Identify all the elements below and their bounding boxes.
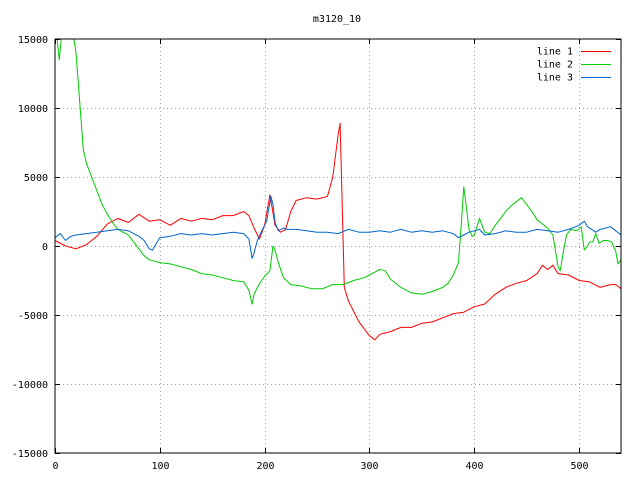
y-tick-label: -5000 [18,311,48,322]
y-tick-label: -10000 [12,380,48,391]
legend-label-3: line 3 [537,73,573,84]
x-tick-label: 500 [570,461,588,472]
series-line-3 [54,195,622,259]
series-lines [54,38,622,341]
grid-lines [55,39,621,453]
legend-label-1: line 1 [537,47,573,58]
legend: line 1 line 2 line 3 [537,47,611,84]
y-tick-label: 0 [42,242,48,253]
x-tick-label: 200 [256,461,274,472]
axis-ticks [55,39,621,454]
y-axis-tick-labels: -15000 -10000 -5000 0 5000 10000 15000 [12,35,48,460]
x-tick-label: 0 [52,461,58,472]
series-line-2 [55,38,622,305]
y-tick-label: 10000 [18,104,48,115]
x-axis-tick-labels: 0 100 200 300 400 500 [52,461,588,472]
x-tick-label: 100 [151,461,169,472]
y-tick-label: 5000 [24,173,48,184]
legend-label-2: line 2 [537,60,573,71]
x-tick-label: 300 [360,461,378,472]
y-tick-label: 15000 [18,35,48,46]
chart-title: m3120_10 [313,14,361,25]
series-line-1 [54,122,622,341]
x-tick-label: 400 [465,461,483,472]
y-tick-label: -15000 [12,449,48,460]
